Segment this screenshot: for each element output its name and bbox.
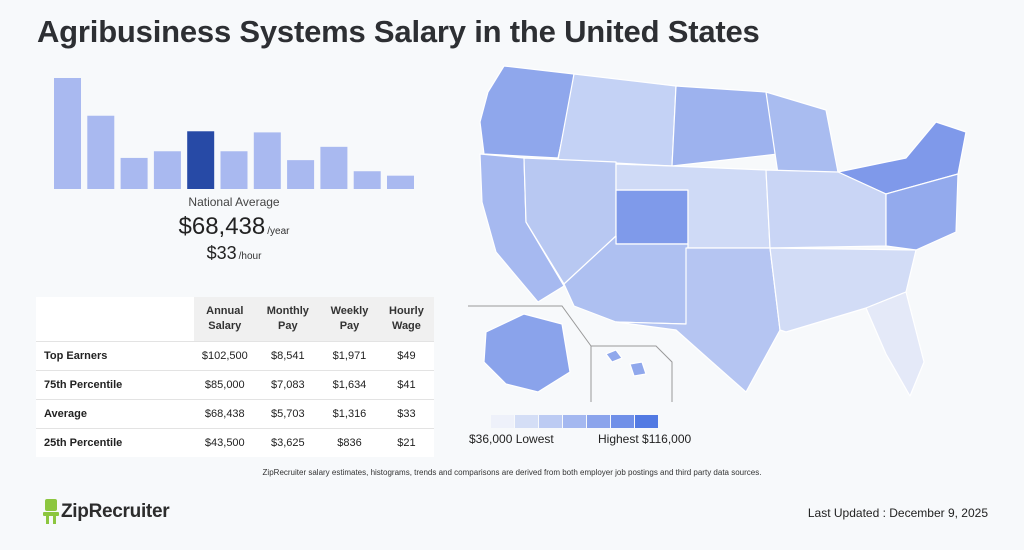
histogram-bar [54,78,81,189]
legend-swatch [587,415,610,428]
cell-monthly: $3,625 [255,428,321,457]
legend-high-label: Highest $116,000 [598,432,692,446]
last-updated: Last Updated : December 9, 2025 [807,506,988,520]
legend-swatch [539,415,562,428]
cell-annual: $68,438 [194,399,256,429]
us-salary-map [468,65,967,402]
map-region-colorado [615,189,689,245]
histogram-bar [153,151,181,189]
salary-table: Annual Salary Monthly Pay Weekly Pay Hourly… [36,297,434,457]
map-region-alaska [483,313,571,393]
cell-weekly: $1,316 [320,399,379,429]
histogram-bar [87,115,115,189]
histogram-bar [253,132,281,189]
header-weekly-pay: Weekly Pay [320,297,379,342]
map-region-hawaii [605,349,647,377]
legend-swatch [563,415,586,428]
histogram-bar [287,160,315,189]
chair-icon [43,499,59,524]
cell-annual: $85,000 [194,370,256,400]
map-region-florida [865,291,925,397]
cell-monthly: $7,083 [255,370,321,400]
cell-weekly: $1,971 [320,341,379,371]
legend-swatch [491,415,514,428]
cell-monthly: $5,703 [255,399,321,429]
map-legend [491,415,658,428]
table-row: 75th Percentile $85,000 $7,083 $1,634 $4… [36,370,434,400]
map-region-north-dakota-minnesota [671,85,779,167]
map-region-mountain-north [557,73,677,167]
national-average-yearly: $68,438/year [134,213,334,241]
histogram-bar [120,157,148,189]
cell-hourly: $49 [378,341,434,371]
table-row: Average $68,438 $5,703 $1,316 $33 [36,399,434,429]
hourly-value: $33 [206,243,237,263]
cell-monthly: $8,541 [255,341,321,371]
table-row: Top Earners $102,500 $8,541 $1,971 $49 [36,341,434,371]
hawaii-inset-frame [591,345,673,402]
row-label: Top Earners [36,341,194,371]
histogram-bar [387,175,414,189]
map-region-mid-atlantic [885,173,959,251]
yearly-value: $68,438 [178,213,266,240]
disclaimer-text: ZipRecruiter salary estimates, histogram… [262,468,762,477]
histogram-bar-national-average [187,131,215,189]
histogram-bar [353,171,381,189]
header-monthly-pay: Monthly Pay [255,297,321,342]
row-label: Average [36,399,194,429]
ziprecruiter-logo[interactable]: ZipRecruiter [43,499,170,525]
legend-swatch [635,415,658,428]
page-title: Agribusiness Systems Salary in the Unite… [37,14,760,49]
legend-low-label: $36,000 Lowest [469,432,554,446]
alaska-inset-frame [468,305,592,402]
cell-hourly: $33 [378,399,434,429]
national-average-label: National Average [188,195,280,209]
map-region-northwest [479,65,575,159]
salary-histogram [54,78,414,189]
table-row: 25th Percentile $43,500 $3,625 $836 $21 [36,428,434,457]
histogram-bar [220,151,248,189]
table-corner [36,297,194,342]
cell-annual: $102,500 [194,341,256,371]
yearly-unit: /year [267,226,290,237]
header-annual-salary: Annual Salary [194,297,256,342]
cell-weekly: $836 [320,428,379,457]
cell-hourly: $21 [378,428,434,457]
map-region-great-lakes [765,91,839,175]
legend-swatch [611,415,634,428]
header-hourly-wage: Hourly Wage [378,297,434,342]
hourly-unit: /hour [238,251,262,262]
national-average-hourly: $33/hour [134,243,334,264]
table-header-row: Annual Salary Monthly Pay Weekly Pay Hourly… [36,297,434,342]
row-label: 75th Percentile [36,370,194,400]
cell-weekly: $1,634 [320,370,379,400]
row-label: 25th Percentile [36,428,194,457]
histogram-bar [320,146,348,189]
cell-hourly: $41 [378,370,434,400]
brand-name: ZipRecruiter [61,501,170,522]
legend-swatch [515,415,538,428]
cell-annual: $43,500 [194,428,256,457]
